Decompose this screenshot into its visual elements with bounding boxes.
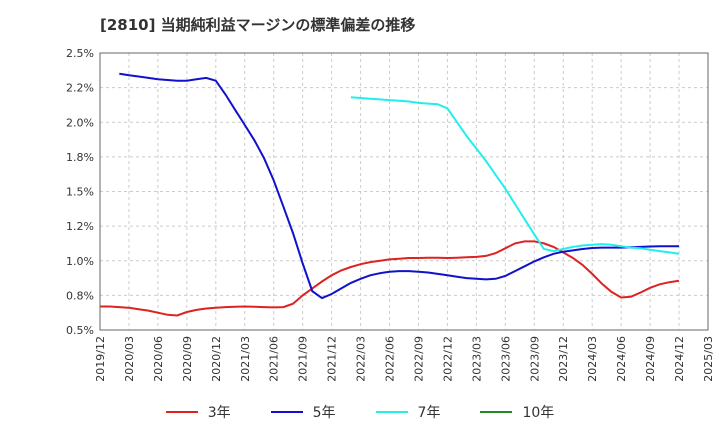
x-tick-label: 2021/09 <box>297 336 310 382</box>
x-tick-label: 2024/09 <box>644 336 657 382</box>
x-tick-label: 2025/03 <box>702 336 715 382</box>
x-tick-label: 2023/06 <box>499 336 512 382</box>
x-tick-label: 2024/06 <box>615 336 628 382</box>
x-tick-label: 2020/12 <box>210 336 223 382</box>
legend-item: 5年 <box>270 402 336 422</box>
x-tick-label: 2024/03 <box>586 336 599 382</box>
y-tick-label: 2.2% <box>66 82 94 95</box>
series-line-3年 <box>100 240 680 317</box>
y-tick-label: 1.5% <box>66 186 94 199</box>
x-tick-label: 2019/12 <box>94 336 107 382</box>
y-tick-label: 1.0% <box>66 255 94 268</box>
x-tick-labels: 2019/12 2020/03 2020/06 2020/09 2020/12 2021/… <box>94 336 715 382</box>
legend-label: 10年 <box>522 405 555 421</box>
x-tick-label: 2023/12 <box>557 336 570 382</box>
grid-lines <box>99 52 709 331</box>
x-tick-label: 2020/03 <box>123 336 136 382</box>
legend-swatch <box>480 411 513 413</box>
y-tick-labels: 0.5% 0.8% 1.0% 1.2% 1.5% 1.8% 2.0% 2.2% 2.5% <box>66 47 94 337</box>
x-tick-label: 2020/09 <box>181 336 194 382</box>
legend-label: 7年 <box>417 405 441 421</box>
x-tick-label: 2022/03 <box>355 336 368 382</box>
legend-item: 7年 <box>375 402 441 422</box>
chart-title: [2810] 当期純利益マージンの標準偏差の推移 <box>100 16 416 34</box>
x-tick-label: 2022/09 <box>412 336 425 382</box>
legend: 3年 5年 7年 10年 <box>0 402 720 422</box>
x-tick-label: 2024/12 <box>673 336 686 382</box>
legend-swatch <box>270 411 303 413</box>
x-tick-label: 2022/12 <box>441 336 454 382</box>
y-tick-label: 1.2% <box>66 220 94 233</box>
x-tick-label: 2021/03 <box>239 336 252 382</box>
series-line-5年 <box>119 72 679 300</box>
y-tick-label: 0.8% <box>66 289 94 302</box>
legend-item: 10年 <box>480 402 554 422</box>
y-tick-label: 0.5% <box>66 324 94 337</box>
x-tick-label: 2021/12 <box>326 336 339 382</box>
plot-border <box>99 52 709 331</box>
x-tick-label: 2021/06 <box>268 336 281 382</box>
legend-label: 3年 <box>207 405 231 421</box>
legend-swatch <box>165 411 198 413</box>
x-tick-label: 2022/06 <box>384 336 397 382</box>
y-tick-label: 1.8% <box>66 151 94 164</box>
x-tick-label: 2020/06 <box>152 336 165 382</box>
y-tick-label: 2.0% <box>66 116 94 129</box>
series-lines <box>100 72 680 317</box>
y-tick-label: 2.5% <box>66 47 94 60</box>
legend-swatch <box>375 411 408 413</box>
legend-item: 3年 <box>165 402 231 422</box>
legend-label: 5年 <box>312 405 336 421</box>
x-tick-label: 2023/03 <box>470 336 483 382</box>
x-tick-label: 2023/09 <box>528 336 541 382</box>
series-line-7年 <box>350 96 680 255</box>
